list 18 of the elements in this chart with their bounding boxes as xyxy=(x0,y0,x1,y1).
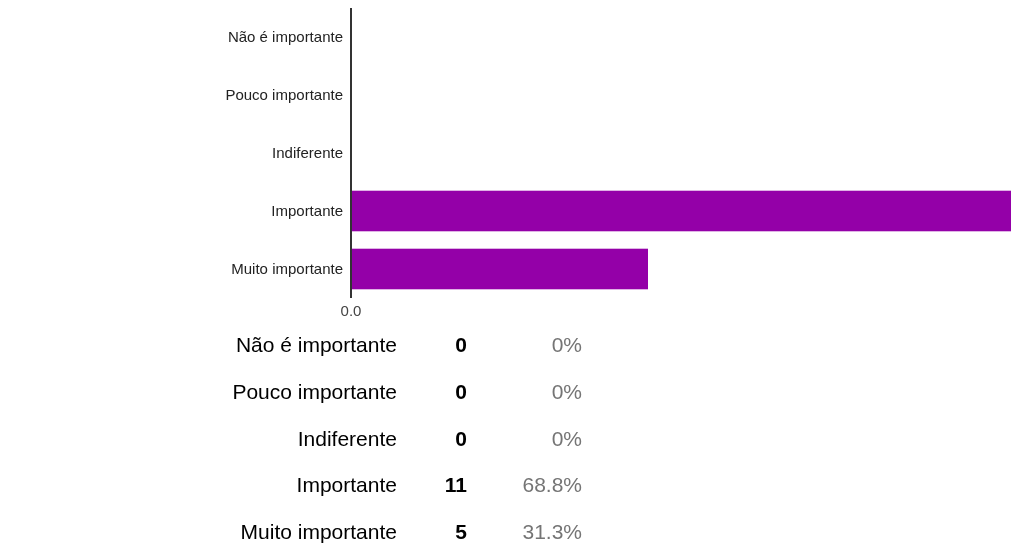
text: 0.0 xyxy=(340,302,362,319)
text: 31.3% xyxy=(522,520,582,544)
y-tick-label: Não é importante xyxy=(227,28,343,46)
y-tick-label: Indiferente xyxy=(272,144,343,162)
data-label: 0 xyxy=(455,379,467,403)
data-label: 5 xyxy=(455,520,468,544)
data-label: 11 xyxy=(444,473,468,497)
y-tick-label: Muito importante xyxy=(231,260,343,278)
category-label: Indiferente xyxy=(297,426,397,450)
data-label: 0 xyxy=(455,426,467,450)
y-tick-label: Importante xyxy=(271,202,343,220)
text: 0% xyxy=(551,426,582,450)
text: 68.8% xyxy=(522,473,582,497)
y-tick-label: Pouco importante xyxy=(225,86,343,104)
text: 0% xyxy=(551,333,582,356)
category-label: Importante xyxy=(296,473,397,497)
text: 0% xyxy=(551,379,582,403)
data-label: 0 xyxy=(455,333,467,356)
